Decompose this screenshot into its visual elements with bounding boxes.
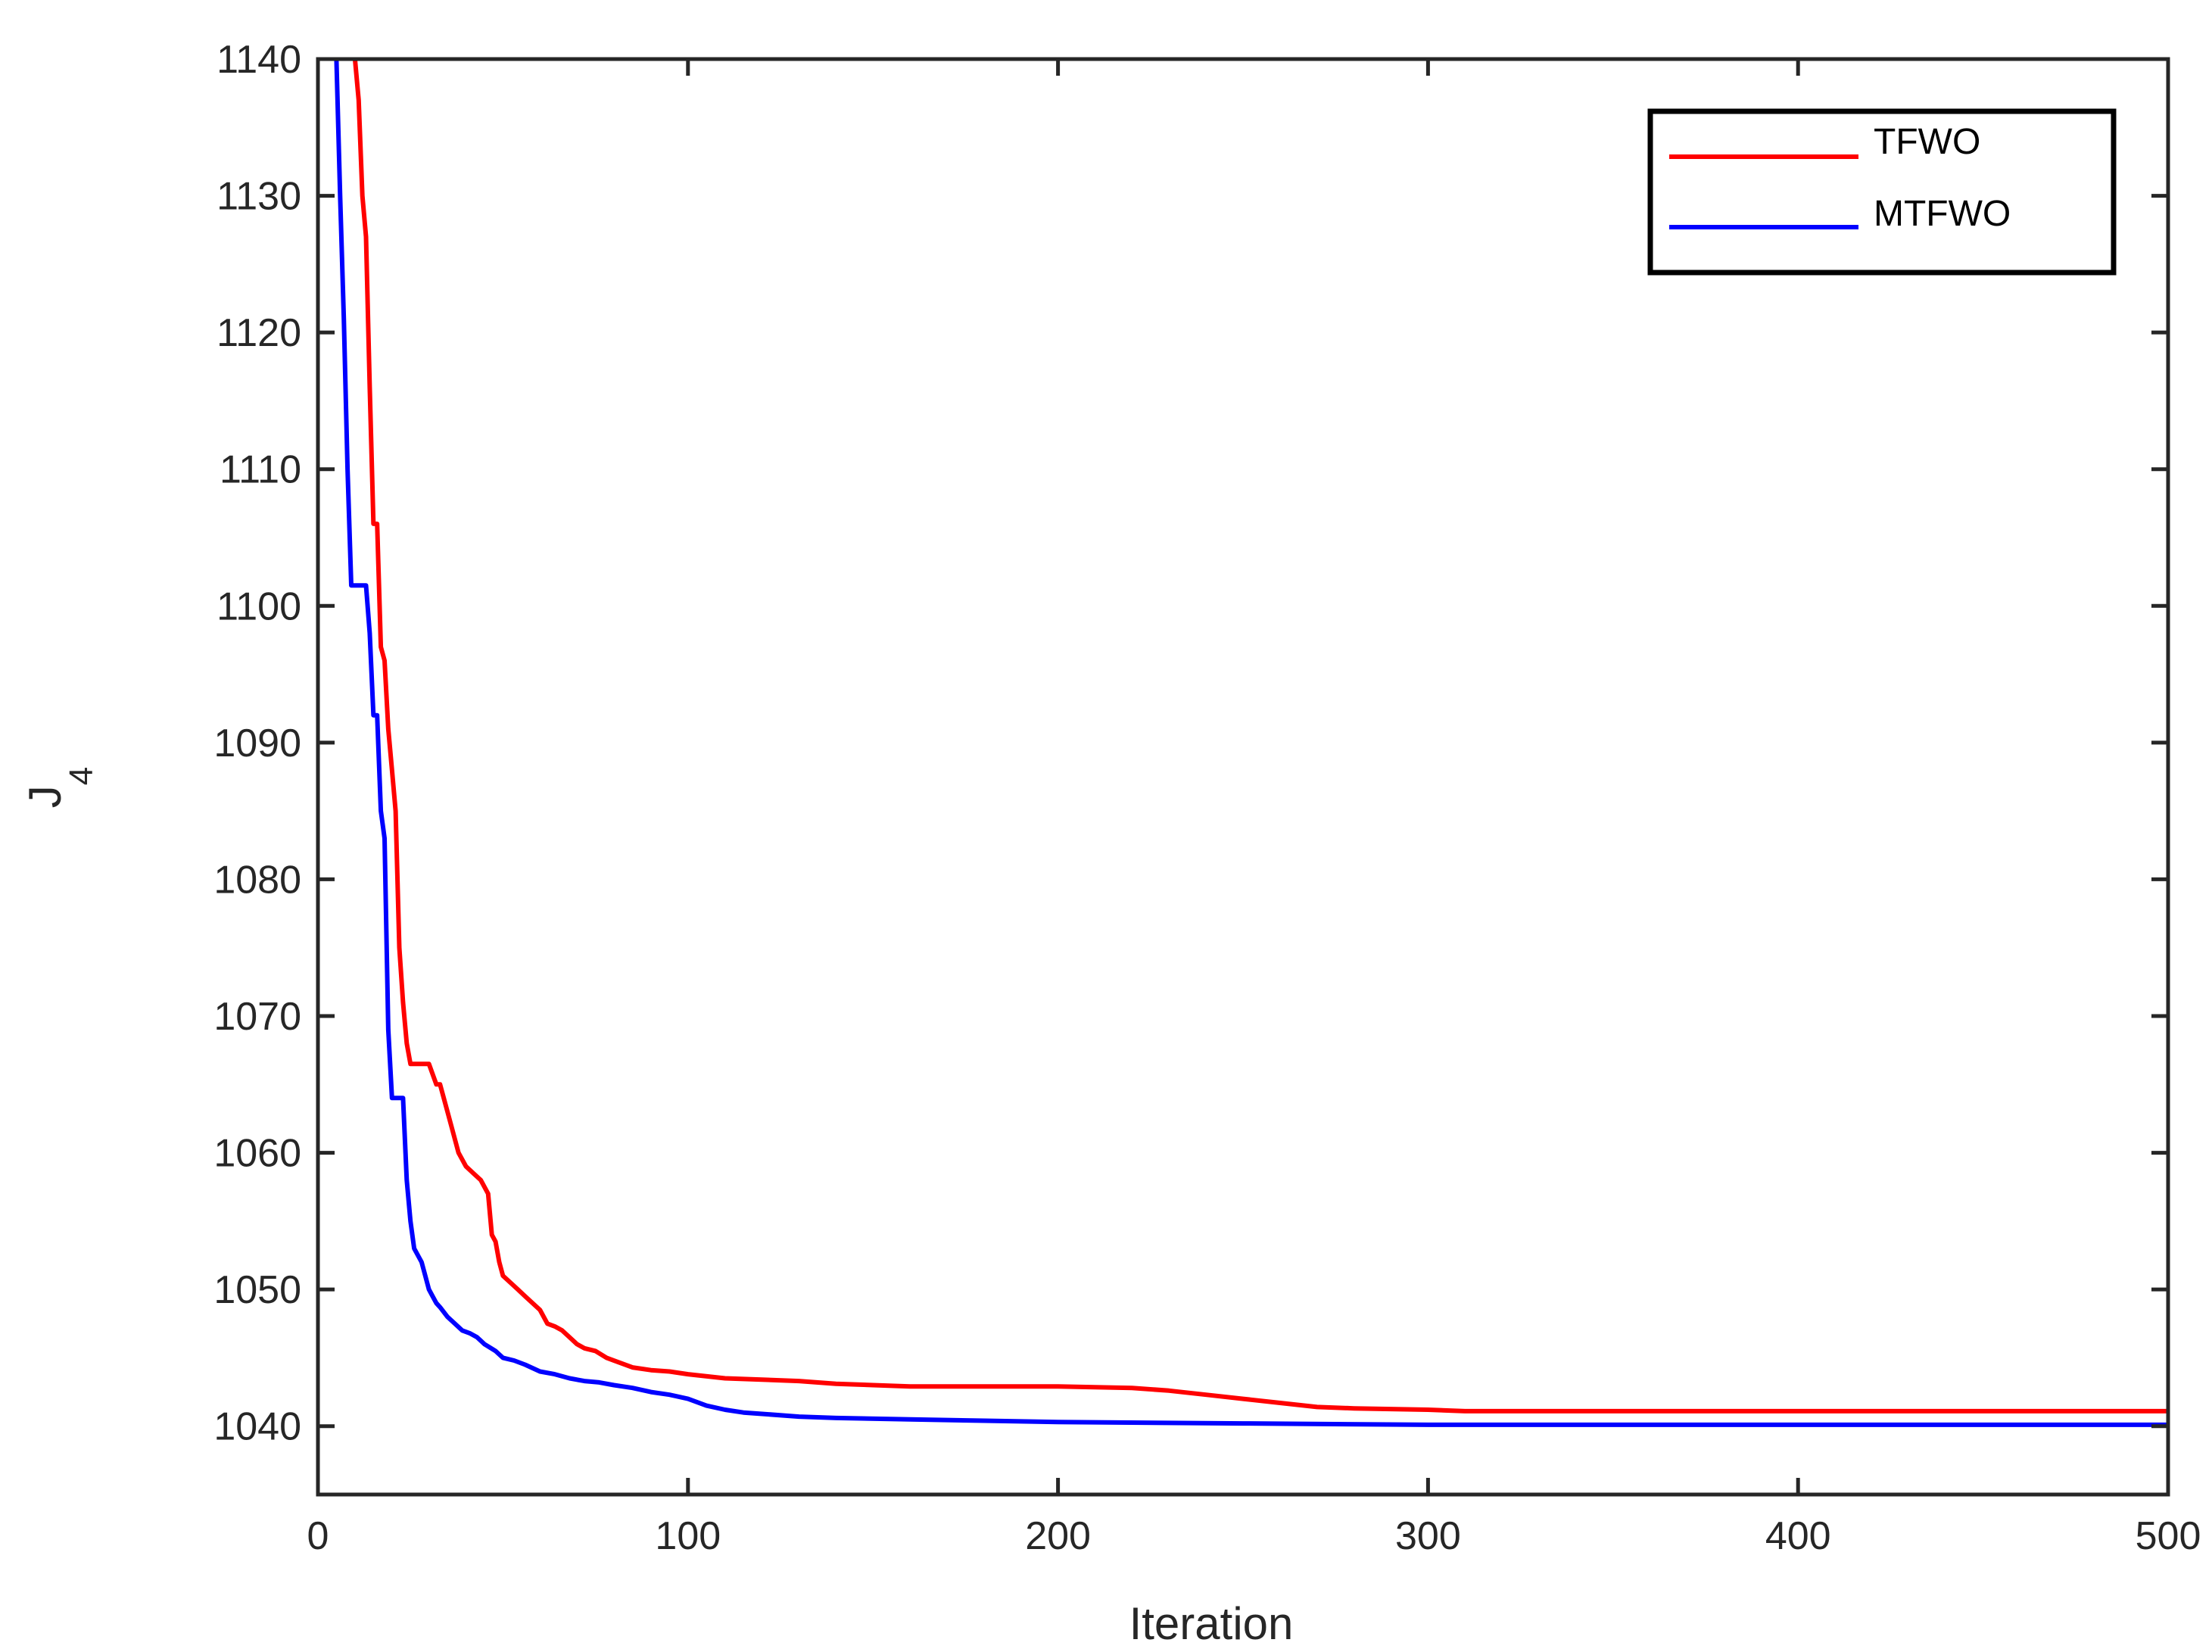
x-tick-label: 300 [1395, 1514, 1461, 1558]
axes [316, 57, 2170, 1497]
y-tick-label: 1120 [217, 311, 301, 355]
y-tick-label: 1080 [213, 858, 301, 902]
y-tick-label: 1130 [217, 175, 301, 219]
series-layer [334, 59, 2168, 1427]
x-axis-label: Iteration [1129, 1598, 1294, 1649]
x-tick-label: 400 [1765, 1514, 1831, 1558]
y-tick-label: 1090 [213, 722, 301, 765]
legend-label-tfwo: TFWO [1874, 122, 1980, 162]
x-tick-label: 500 [2136, 1514, 2201, 1558]
plot-frame [316, 57, 2170, 1497]
y-tick-label: 1050 [213, 1268, 301, 1312]
series-line-mtfwo [334, 59, 2168, 1427]
y-axis-label: J4 [20, 767, 100, 808]
y-tick-label: 1100 [217, 584, 301, 628]
y-axis-label-subscript: 4 [63, 767, 100, 785]
y-tick-label: 1060 [213, 1132, 301, 1176]
y-tick-label: 1140 [217, 38, 301, 82]
legend-label-mtfwo: MTFWO [1874, 194, 2011, 234]
svg-text:J4: J4 [20, 767, 100, 808]
y-tick-label: 1070 [213, 995, 301, 1039]
y-axis-label-main: J [20, 785, 70, 808]
x-tick-label: 0 [307, 1514, 329, 1558]
ticks: 0 100 200 300 400 500 1040 1050 1060 1070 1080 1090… [213, 38, 2201, 1558]
series-line-tfwo [352, 59, 2168, 1414]
y-tick-label: 1040 [213, 1405, 301, 1449]
legend-box [1647, 108, 2117, 276]
x-tick-label: 200 [1025, 1514, 1091, 1558]
legend: TFWO MTFWO [1647, 108, 2117, 276]
x-tick-label: 100 [655, 1514, 721, 1558]
y-tick-label: 1110 [220, 448, 301, 492]
